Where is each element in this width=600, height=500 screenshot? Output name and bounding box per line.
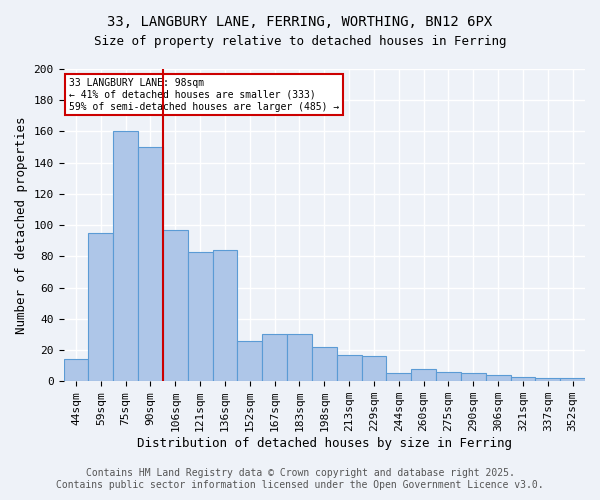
Bar bbox=[262, 334, 287, 381]
Bar bbox=[287, 334, 312, 381]
X-axis label: Distribution of detached houses by size in Ferring: Distribution of detached houses by size … bbox=[137, 437, 512, 450]
Bar bbox=[337, 354, 362, 381]
Bar bbox=[461, 374, 485, 381]
Bar bbox=[212, 250, 238, 381]
Bar bbox=[163, 230, 188, 381]
Y-axis label: Number of detached properties: Number of detached properties bbox=[15, 116, 28, 334]
Bar bbox=[238, 340, 262, 381]
Bar bbox=[312, 347, 337, 381]
Bar bbox=[113, 132, 138, 381]
Bar bbox=[64, 360, 88, 381]
Text: 33, LANGBURY LANE, FERRING, WORTHING, BN12 6PX: 33, LANGBURY LANE, FERRING, WORTHING, BN… bbox=[107, 15, 493, 29]
Bar bbox=[535, 378, 560, 381]
Bar bbox=[88, 233, 113, 381]
Bar bbox=[138, 147, 163, 381]
Text: Size of property relative to detached houses in Ferring: Size of property relative to detached ho… bbox=[94, 35, 506, 48]
Bar bbox=[362, 356, 386, 381]
Bar bbox=[485, 375, 511, 381]
Bar bbox=[436, 372, 461, 381]
Bar bbox=[511, 376, 535, 381]
Text: Contains HM Land Registry data © Crown copyright and database right 2025.
Contai: Contains HM Land Registry data © Crown c… bbox=[56, 468, 544, 490]
Bar bbox=[386, 374, 411, 381]
Bar bbox=[188, 252, 212, 381]
Bar bbox=[560, 378, 585, 381]
Text: 33 LANGBURY LANE: 98sqm
← 41% of detached houses are smaller (333)
59% of semi-d: 33 LANGBURY LANE: 98sqm ← 41% of detache… bbox=[69, 78, 339, 112]
Bar bbox=[411, 368, 436, 381]
